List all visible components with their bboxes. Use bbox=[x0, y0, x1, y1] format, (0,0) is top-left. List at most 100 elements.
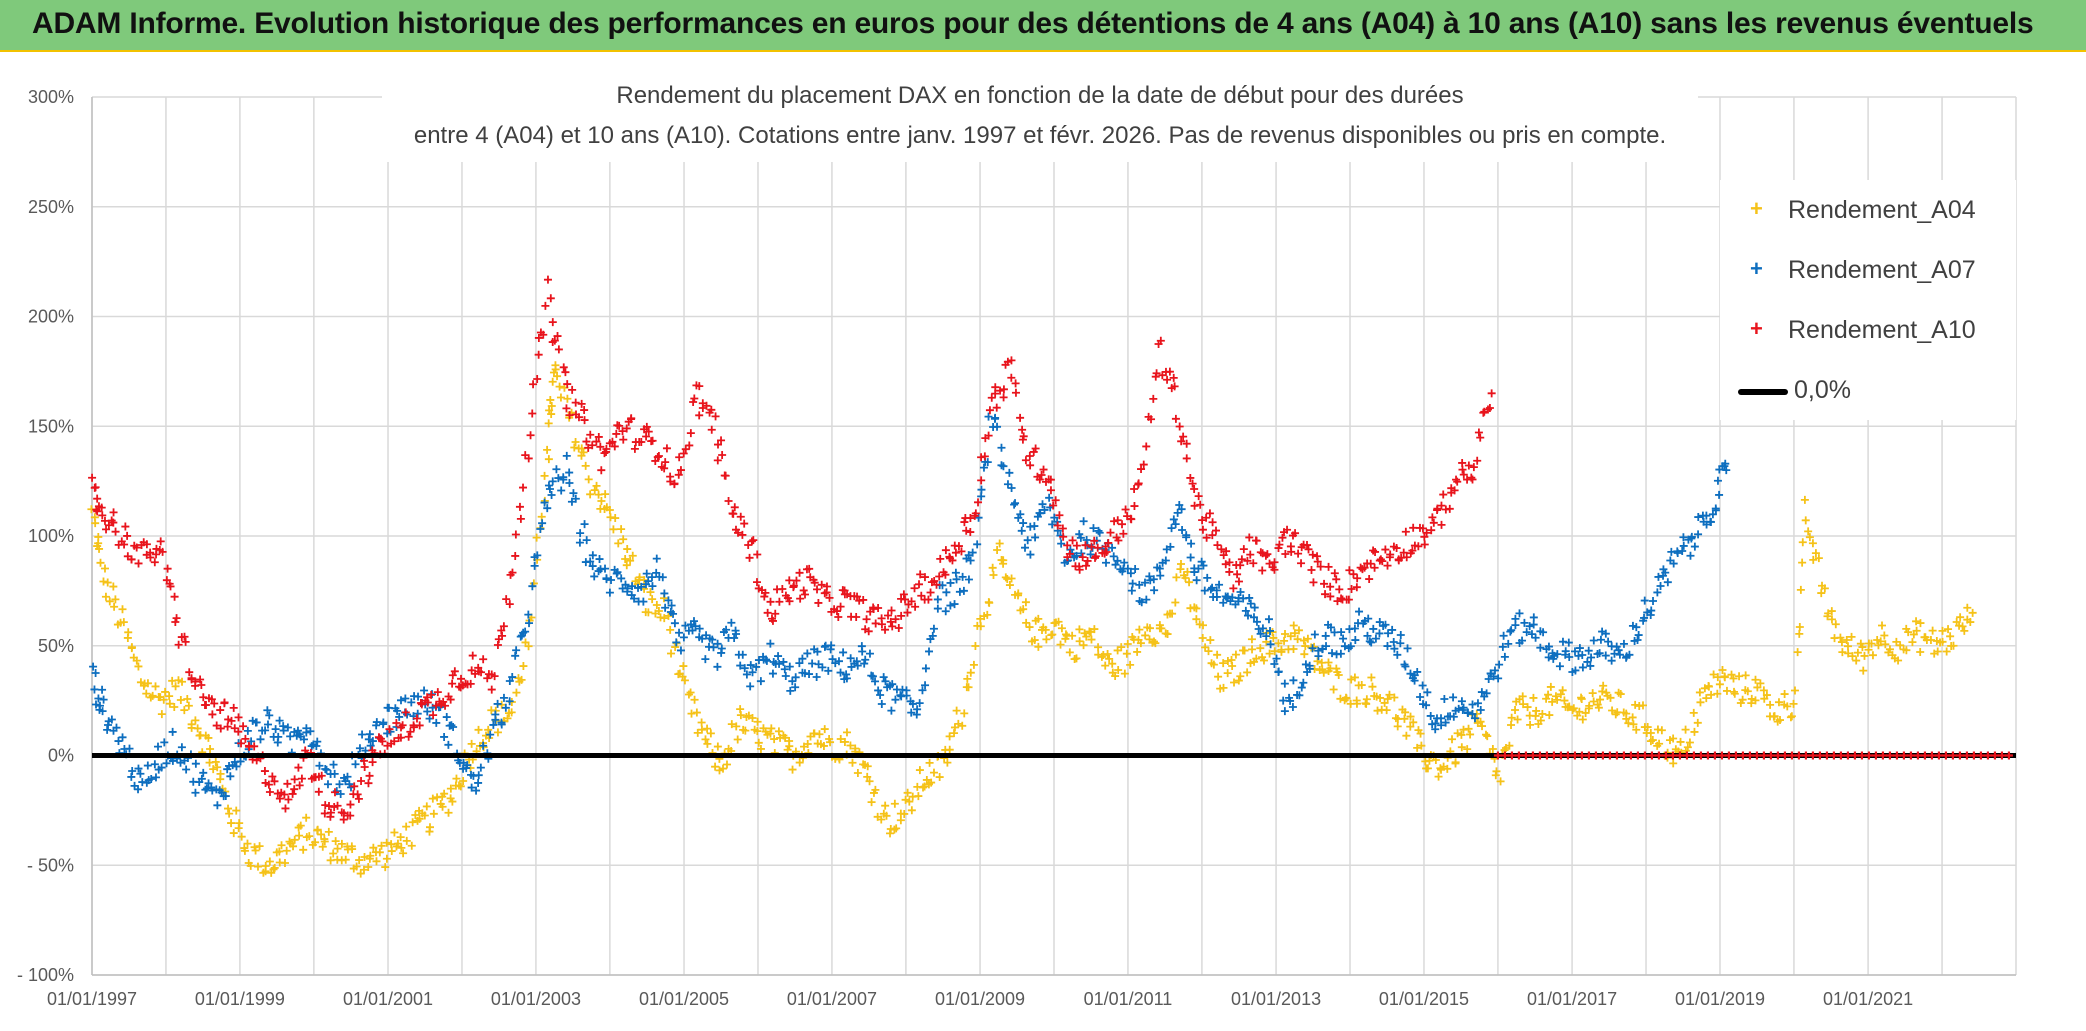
point-Rendement_A10 bbox=[1236, 561, 1245, 570]
point-Rendement_A07 bbox=[746, 661, 755, 670]
point-Rendement_A07 bbox=[868, 672, 877, 681]
point-Rendement_A04 bbox=[99, 577, 108, 586]
point-Rendement_A10-zero bbox=[1710, 751, 1719, 760]
point-Rendement_A10 bbox=[869, 605, 878, 614]
point-Rendement_A04 bbox=[1041, 625, 1050, 634]
point-Rendement_A04 bbox=[524, 642, 533, 651]
point-Rendement_A10 bbox=[1046, 475, 1055, 484]
point-Rendement_A10 bbox=[1385, 553, 1394, 562]
point-Rendement_A10 bbox=[891, 615, 900, 624]
point-Rendement_A07 bbox=[1328, 649, 1337, 658]
point-Rendement_A07 bbox=[365, 730, 374, 739]
point-Rendement_A04 bbox=[1868, 651, 1877, 660]
point-Rendement_A10 bbox=[582, 437, 591, 446]
point-Rendement_A04 bbox=[900, 809, 909, 818]
point-Rendement_A04 bbox=[1183, 567, 1192, 576]
point-Rendement_A04 bbox=[1087, 635, 1096, 644]
point-Rendement_A07 bbox=[1280, 679, 1289, 688]
point-Rendement_A07 bbox=[89, 662, 98, 671]
y-tick-label: 0% bbox=[48, 746, 74, 766]
point-Rendement_A07 bbox=[202, 784, 211, 793]
point-Rendement_A10 bbox=[707, 425, 716, 434]
point-Rendement_A10 bbox=[834, 612, 843, 621]
point-Rendement_A10 bbox=[533, 374, 542, 383]
point-Rendement_A04 bbox=[1068, 631, 1077, 640]
point-Rendement_A10 bbox=[1063, 541, 1072, 550]
point-Rendement_A07 bbox=[1280, 707, 1289, 716]
point-Rendement_A04 bbox=[1780, 690, 1789, 699]
point-Rendement_A04 bbox=[617, 525, 626, 534]
point-Rendement_A07 bbox=[708, 635, 717, 644]
point-Rendement_A10-zero bbox=[1612, 751, 1621, 760]
point-Rendement_A04 bbox=[788, 765, 797, 774]
point-Rendement_A07 bbox=[364, 735, 373, 744]
point-Rendement_A10 bbox=[150, 558, 159, 567]
point-Rendement_A10 bbox=[977, 476, 986, 485]
point-Rendement_A04 bbox=[1568, 705, 1577, 714]
point-Rendement_A04 bbox=[693, 728, 702, 737]
point-Rendement_A10-zero bbox=[1822, 751, 1831, 760]
point-Rendement_A04 bbox=[484, 725, 493, 734]
point-Rendement_A10 bbox=[1182, 454, 1191, 463]
point-Rendement_A04 bbox=[988, 563, 997, 572]
point-Rendement_A04 bbox=[1762, 691, 1771, 700]
point-Rendement_A07 bbox=[221, 792, 230, 801]
point-Rendement_A04 bbox=[1808, 539, 1817, 548]
point-Rendement_A10 bbox=[1037, 471, 1046, 480]
chart-plot: 300%250%200%150%100%50%0%- 50%- 100% 01/… bbox=[17, 87, 2017, 1009]
point-Rendement_A04 bbox=[1598, 687, 1607, 696]
point-Rendement_A04 bbox=[1766, 700, 1775, 709]
point-Rendement_A10 bbox=[915, 580, 924, 589]
point-Rendement_A04 bbox=[644, 608, 653, 617]
point-Rendement_A10 bbox=[120, 540, 129, 549]
point-Rendement_A07 bbox=[1527, 630, 1536, 639]
point-Rendement_A07 bbox=[1396, 639, 1405, 648]
point-Rendement_A04 bbox=[719, 764, 728, 773]
point-Rendement_A07 bbox=[713, 639, 722, 648]
point-Rendement_A04 bbox=[1507, 713, 1516, 722]
point-Rendement_A07 bbox=[701, 655, 710, 664]
point-Rendement_A04 bbox=[767, 724, 776, 733]
point-Rendement_A07 bbox=[1266, 626, 1275, 635]
point-Rendement_A04 bbox=[706, 729, 715, 738]
point-Rendement_A07 bbox=[588, 551, 597, 560]
point-Rendement_A07 bbox=[107, 715, 116, 724]
point-Rendement_A04 bbox=[532, 533, 541, 542]
point-Rendement_A10 bbox=[924, 595, 933, 604]
point-Rendement_A10 bbox=[832, 607, 841, 616]
point-Rendement_A04 bbox=[1206, 636, 1215, 645]
point-Rendement_A04 bbox=[1885, 645, 1894, 654]
point-Rendement_A07 bbox=[1123, 564, 1132, 573]
point-Rendement_A04 bbox=[289, 842, 298, 851]
point-Rendement_A10 bbox=[1429, 518, 1438, 527]
point-Rendement_A04 bbox=[1030, 636, 1039, 645]
point-Rendement_A04 bbox=[1713, 689, 1722, 698]
point-Rendement_A04 bbox=[945, 732, 954, 741]
point-Rendement_A04 bbox=[216, 775, 225, 784]
point-Rendement_A10 bbox=[884, 611, 893, 620]
point-Rendement_A04 bbox=[896, 816, 905, 825]
point-Rendement_A07 bbox=[201, 785, 210, 794]
point-Rendement_A07 bbox=[732, 629, 741, 638]
point-Rendement_A07 bbox=[977, 485, 986, 494]
point-Rendement_A10 bbox=[1458, 458, 1467, 467]
point-Rendement_A10 bbox=[427, 690, 436, 699]
point-Rendement_A10 bbox=[695, 411, 704, 420]
point-Rendement_A10 bbox=[597, 466, 606, 475]
point-Rendement_A04 bbox=[989, 571, 998, 580]
point-Rendement_A10 bbox=[1326, 582, 1335, 591]
point-Rendement_A04 bbox=[387, 840, 396, 849]
point-Rendement_A07 bbox=[1522, 628, 1531, 637]
point-Rendement_A04 bbox=[1518, 692, 1527, 701]
point-Rendement_A10 bbox=[1170, 382, 1179, 391]
point-Rendement_A10 bbox=[907, 597, 916, 606]
point-Rendement_A10 bbox=[1321, 590, 1330, 599]
point-Rendement_A10 bbox=[1418, 524, 1427, 533]
point-Rendement_A07 bbox=[865, 649, 874, 658]
point-Rendement_A10 bbox=[1316, 562, 1325, 571]
point-Rendement_A04 bbox=[326, 856, 335, 865]
point-Rendement_A10 bbox=[1353, 574, 1362, 583]
point-Rendement_A10 bbox=[1205, 509, 1214, 518]
point-Rendement_A04 bbox=[563, 394, 572, 403]
point-Rendement_A07 bbox=[652, 554, 661, 563]
